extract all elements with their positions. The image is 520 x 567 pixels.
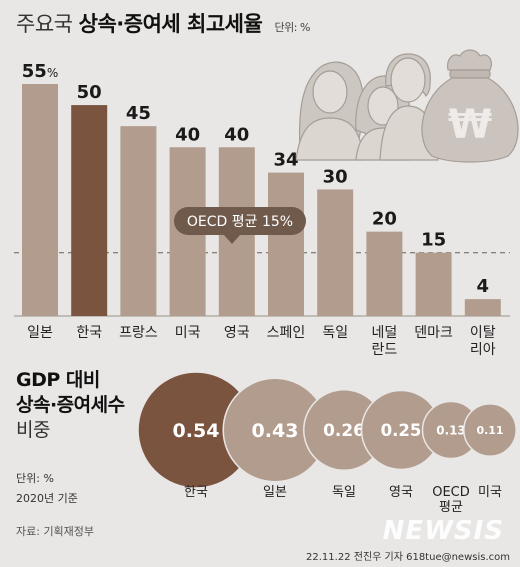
bubble-value-label: 0.26 [323,420,365,440]
bubble-category-label: 독일 [332,485,356,500]
family-icon [295,53,439,161]
x-tick-label: 스페인 [267,325,306,341]
credit-text: 22.11.22 전진우 기자 618tue@newsis.com [306,552,510,563]
svg-text:₩: ₩ [448,102,492,148]
bubble-value-label: 0.11 [476,424,503,437]
bubble-value-label: 0.43 [252,420,299,442]
chart-title: 주요국 상속·증여세 최고세율 단위: % [16,8,310,38]
oecd-callout-label: OECD 평균 15% [187,214,293,230]
bubble-category-label: 영국 [389,485,413,500]
bubble-value-label: 0.13 [436,423,465,437]
bubble-value-label: 0.25 [381,421,422,440]
bar-value-label: 15 [421,230,446,251]
bar [415,252,452,316]
bubble-category-label: 평균 [439,500,463,515]
x-tick-label: 일본 [27,325,53,341]
bar-value-label: 20 [372,209,397,230]
bar-value-label: 34 [273,150,298,171]
bar-value-label: 50 [77,82,102,103]
x-tick-label: 란드 [372,342,398,358]
x-tick-label: 독일 [322,325,348,341]
title-strong: 상속·증여세 최고세율 [78,12,263,36]
bar [268,172,304,316]
bar [464,299,501,316]
bubble-category-label: 한국 [184,485,208,500]
bar [71,105,108,316]
bar-value-label: 45 [126,103,151,124]
bubble-section-title: GDP 대비 상속·증여세수 비중 [16,368,125,443]
bar-value-label: 4 [477,276,490,297]
x-tick-label: 한국 [76,325,102,341]
bar [317,189,354,316]
x-tick-label: 프랑스 [119,325,158,341]
bubble-title-line2: 상속·증여세수 [16,394,125,416]
unit-label: 단위: % [274,21,311,34]
money-bag-icon: ₩ [421,49,519,163]
bubble [463,403,517,457]
bar [120,126,157,316]
source-text: 자료: 기획재정부 [16,525,95,538]
bubble-category-label: 미국 [478,485,502,500]
x-tick-label: 네덜 [372,325,398,341]
bubble-value-label: 0.54 [173,420,220,442]
x-tick-label: 리아 [470,342,496,358]
x-tick-label: 이탈 [470,325,496,341]
x-tick-label: 미국 [175,325,201,341]
bubble-year: 2020년 기준 [16,492,78,505]
bubble-category-label: 일본 [263,485,287,500]
bar-value-label: 30 [323,166,348,187]
bubble-unit: 단위: % [16,472,54,485]
bar-value-label: 55% [22,61,58,82]
newsis-watermark: NEWSIS [382,516,504,546]
x-tick-label: 덴마크 [414,325,453,341]
bar [22,84,58,316]
bar [366,231,403,316]
bar-value-label: 40 [224,124,249,145]
title-normal: 주요국 [16,12,73,36]
bubble-category-label: OECD [432,485,470,500]
bar-value-label: 40 [175,124,200,145]
x-tick-label: 영국 [224,325,250,341]
oecd-callout: OECD 평균 15% [174,207,306,244]
bubble-subtitle: 비중 [16,419,50,441]
bubble-title-line1: GDP 대비 [16,369,100,391]
